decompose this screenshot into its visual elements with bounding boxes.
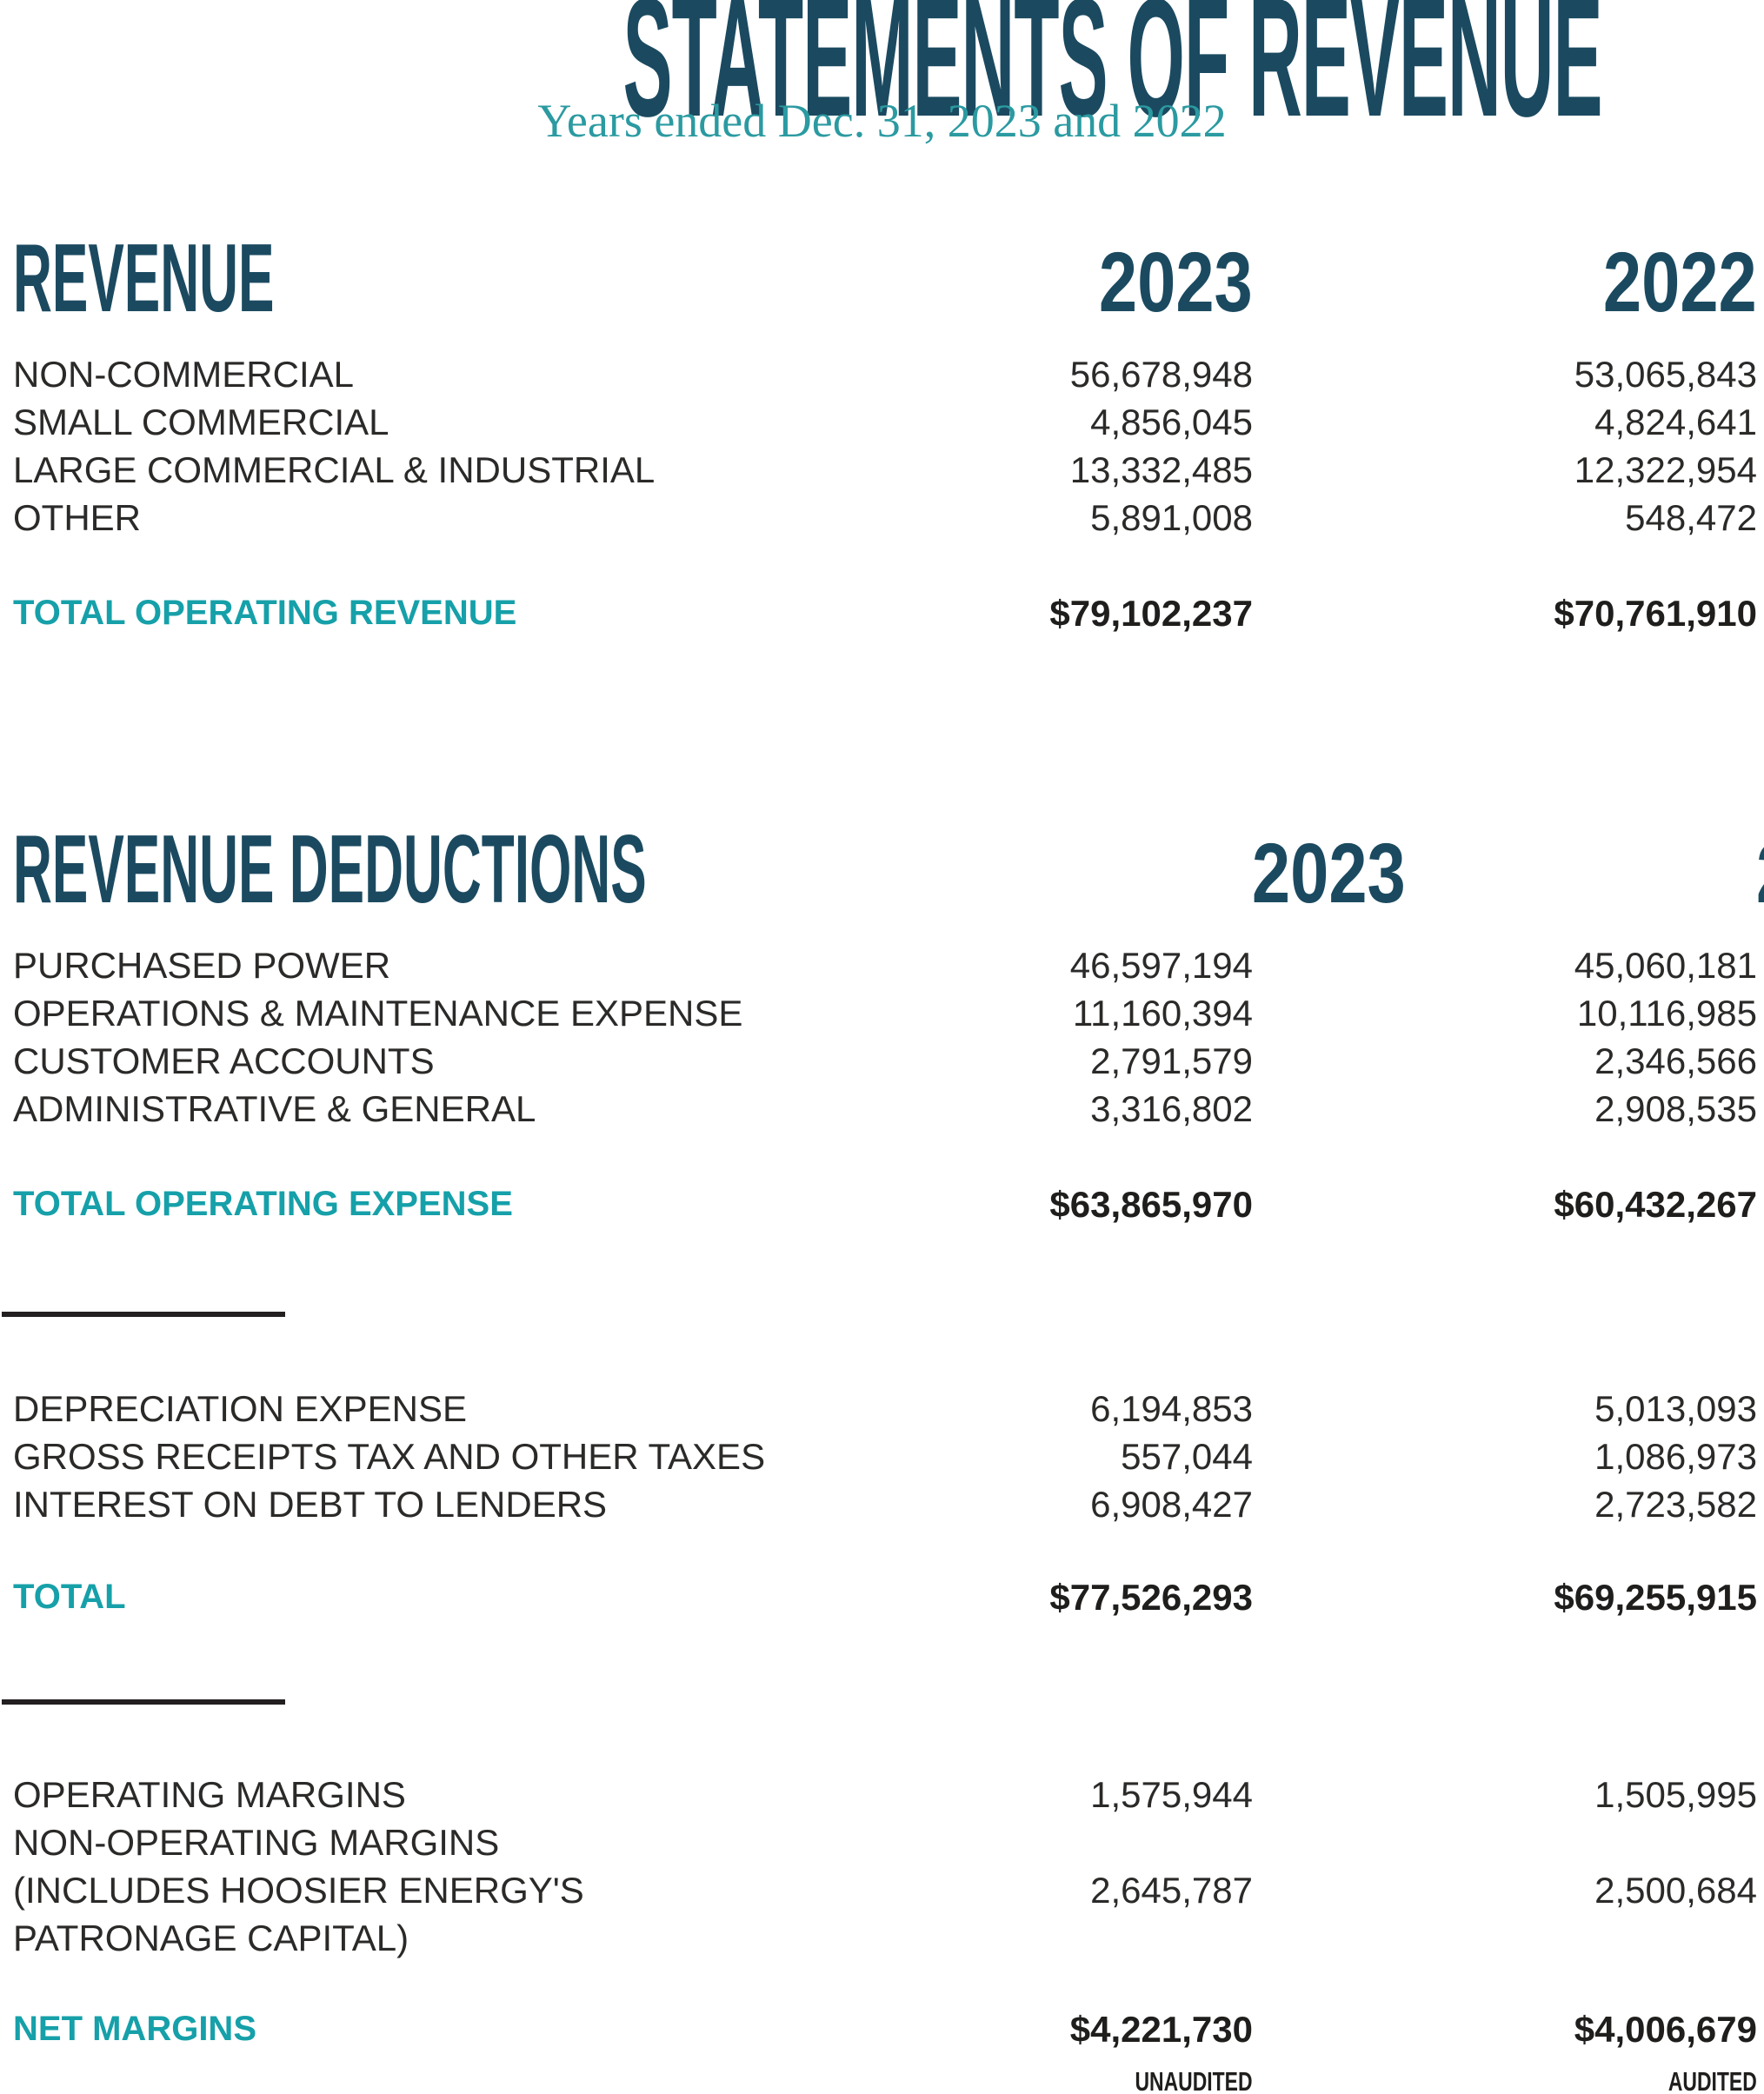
year-2022-header-cell: 2022 (1405, 831, 1764, 915)
row-label: SMALL COMMERCIAL (13, 402, 389, 442)
row-label: DEPRECIATION EXPENSE (13, 1388, 468, 1429)
total-operating-revenue-row: TOTAL OPERATING REVENUE $79,102,237 $70,… (13, 589, 1757, 637)
audit-status-2022: AUDITED (1668, 2066, 1757, 2094)
audit-status-row: UNAUDITED AUDITED (13, 2057, 1757, 2094)
row-value-2023: 13,332,485 (1069, 449, 1253, 490)
revenue-rows: NON-COMMERCIAL 56,678,948 53,065,843 SMA… (13, 350, 1757, 542)
audit-status-2023-cell: UNAUDITED (992, 2057, 1253, 2094)
row-value-2022: 2,908,535 (1594, 1088, 1757, 1129)
revenue-deductions-heading-row: REVENUE DEDUCTIONS 2023 2022 (13, 821, 1764, 918)
row-label: NON-OPERATING MARGINS (13, 1822, 500, 1863)
row-value-2023: 557,044 (1121, 1436, 1253, 1477)
total-value-2023: $63,865,970 (1049, 1184, 1253, 1225)
row-value-2022: 45,060,181 (1574, 945, 1757, 986)
column-header-2023: 2023 (1251, 826, 1406, 921)
row-value-2022: 1,086,973 (1594, 1436, 1757, 1477)
row-label: CUSTOMER ACCOUNTS (13, 1040, 435, 1081)
row-value-2022: 2,723,582 (1594, 1484, 1757, 1525)
total-row: TOTAL $77,526,293 $69,255,915 (13, 1573, 1757, 1621)
row-label: ADMINISTRATIVE & GENERAL (13, 1088, 536, 1129)
row-value-2022 (1253, 1818, 1757, 1866)
row-value-2022: 2,346,566 (1594, 1040, 1757, 1081)
footer-spacer (13, 2057, 992, 2094)
row-value-2023: 6,194,853 (1090, 1388, 1253, 1429)
column-header-2023: 2023 (1099, 235, 1253, 329)
total-label: TOTAL (13, 1578, 126, 1616)
total-value-2022: $70,761,910 (1554, 593, 1757, 634)
revenue-heading-cell: REVENUE (13, 230, 992, 327)
row-label: INTEREST ON DEBT TO LENDERS (13, 1484, 608, 1525)
row-label: PATRONAGE CAPITAL) (13, 1918, 409, 1958)
total-value-2022: $69,255,915 (1554, 1577, 1757, 1618)
row-value-2023: 46,597,194 (1069, 945, 1253, 986)
page-subtitle-wrap: Years ended Dec. 31, 2023 and 2022 (0, 97, 1764, 144)
page-subtitle: Years ended Dec. 31, 2023 and 2022 (537, 95, 1227, 147)
audit-status-2022-cell: AUDITED (1253, 2057, 1757, 2094)
row-value-2023: 11,160,394 (1072, 993, 1253, 1034)
total-label: TOTAL OPERATING REVENUE (13, 594, 517, 632)
total-label: TOTAL OPERATING EXPENSE (13, 1185, 513, 1223)
revenue-deductions-section-heading: REVENUE DEDUCTIONS (13, 815, 647, 923)
revenue-section-heading: REVENUE (13, 224, 275, 332)
row-value-2022: 10,116,985 (1576, 993, 1757, 1034)
revenue-heading-row: REVENUE 2023 2022 (13, 230, 1757, 327)
row-label: OPERATIONS & MAINTENANCE EXPENSE (13, 993, 743, 1034)
row-label: LARGE COMMERCIAL & INDUSTRIAL (13, 449, 656, 490)
total-operating-expense-row: TOTAL OPERATING EXPENSE $63,865,970 $60,… (13, 1180, 1757, 1228)
row-value-2023: 5,891,008 (1090, 497, 1253, 538)
other-deductions-rows: DEPRECIATION EXPENSE 6,194,853 5,013,093… (13, 1385, 1757, 1528)
year-2022-header-cell: 2022 (1253, 240, 1757, 324)
page-title-wrap: STATEMENTS OF REVENUE (0, 0, 1764, 143)
row-value-2023 (992, 1914, 1253, 1962)
row-value-2022: 5,013,093 (1594, 1388, 1757, 1429)
row-value-2023: 2,645,787 (1090, 1870, 1253, 1911)
row-label: OPERATING MARGINS (13, 1774, 406, 1815)
total-value-2023: $77,526,293 (1049, 1577, 1253, 1618)
total-value-2022: $4,006,679 (1574, 2009, 1757, 2050)
row-value-2022: 1,505,995 (1594, 1774, 1757, 1815)
margins-rows: OPERATING MARGINS 1,575,944 1,505,995 NO… (13, 1771, 1757, 1962)
audit-status-2023: UNAUDITED (1135, 2066, 1253, 2094)
row-value-2023: 4,856,045 (1090, 402, 1253, 442)
net-margins-row: NET MARGINS $4,221,730 $4,006,679 (13, 2005, 1757, 2053)
row-value-2023: 6,908,427 (1090, 1484, 1253, 1525)
page-title: STATEMENTS OF REVENUE (622, 0, 1603, 152)
row-value-2023: 2,791,579 (1090, 1040, 1253, 1081)
section-divider-line (2, 1699, 285, 1705)
total-value-2022: $60,432,267 (1554, 1184, 1757, 1225)
row-value-2023: 56,678,948 (1069, 354, 1253, 395)
row-label: PURCHASED POWER (13, 945, 391, 986)
row-value-2023: 3,316,802 (1090, 1088, 1253, 1129)
total-value-2023: $79,102,237 (1049, 593, 1253, 634)
total-value-2023: $4,221,730 (1069, 2009, 1253, 2050)
row-value-2023: 1,575,944 (1090, 1774, 1253, 1815)
year-2023-header-cell: 2023 (992, 240, 1253, 324)
row-value-2022: 4,824,641 (1594, 402, 1757, 442)
row-label: OTHER (13, 497, 141, 538)
row-value-2022: 2,500,684 (1594, 1870, 1757, 1911)
revenue-deductions-heading-cell: REVENUE DEDUCTIONS (13, 821, 1144, 918)
total-label: NET MARGINS (13, 2010, 256, 2048)
row-label: GROSS RECEIPTS TAX AND OTHER TAXES (13, 1436, 766, 1477)
year-2023-header-cell: 2023 (1144, 831, 1405, 915)
row-value-2022: 12,322,954 (1574, 449, 1757, 490)
row-value-2023 (992, 1818, 1253, 1866)
row-label: (INCLUDES HOOSIER ENERGY'S (13, 1870, 584, 1911)
column-header-2022: 2022 (1755, 831, 1764, 915)
row-value-2022 (1253, 1914, 1757, 1962)
revenue-deductions-rows: PURCHASED POWER 46,597,194 45,060,181 OP… (13, 941, 1757, 1133)
column-header-2022: 2022 (1603, 235, 1757, 329)
row-value-2022: 53,065,843 (1574, 354, 1757, 395)
section-divider-line (2, 1312, 285, 1317)
row-value-2022: 548,472 (1625, 497, 1757, 538)
row-label: NON-COMMERCIAL (13, 354, 355, 395)
